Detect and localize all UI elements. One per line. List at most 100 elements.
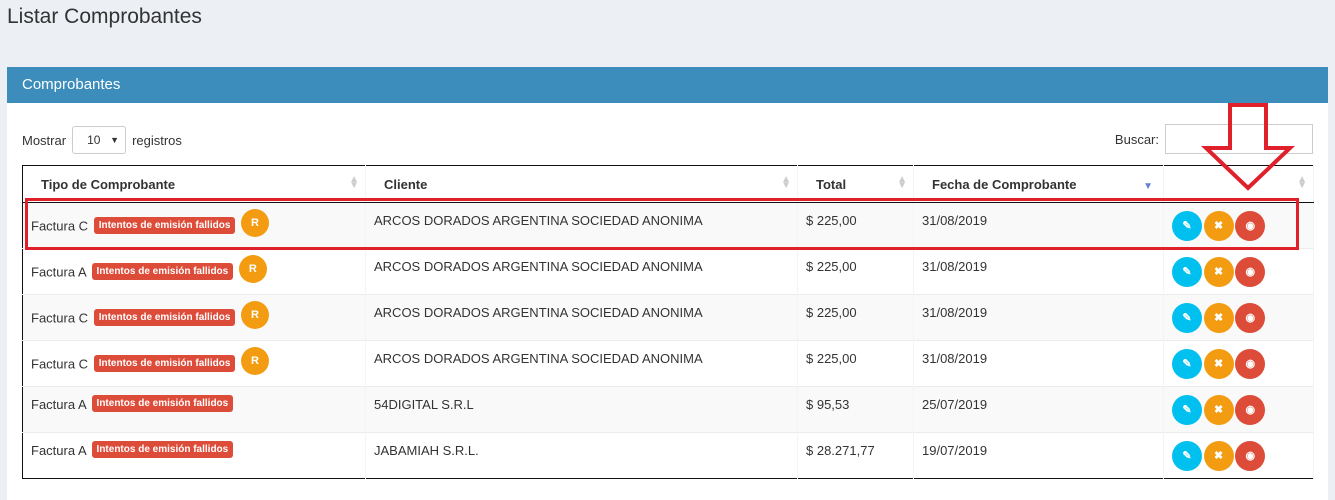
- table-row: Factura C Intentos de emisión fallidos R…: [22, 294, 1314, 341]
- cell-tipo: Factura A Intentos de emisión fallidos R: [22, 248, 366, 295]
- page-title: Listar Comprobantes: [7, 5, 202, 28]
- cell-tipo: Factura A Intentos de emisión fallidos: [22, 432, 366, 479]
- header-fecha[interactable]: Fecha de Comprobante ▼: [913, 165, 1164, 203]
- cell-cliente: ARCOS DORADOS ARGENTINA SOCIEDAD ANONIMA: [365, 202, 798, 249]
- chevron-down-icon: ▼: [110, 135, 120, 145]
- eye-icon: ◉: [1245, 450, 1256, 462]
- records-label: registros: [132, 132, 182, 148]
- cell-cliente: 54DIGITAL S.R.L: [365, 386, 798, 433]
- retry-badge[interactable]: R: [238, 255, 267, 283]
- box-title: Comprobantes: [7, 67, 1328, 103]
- cell-tipo: Factura A Intentos de emisión fallidos: [22, 386, 366, 433]
- table-row: Factura A Intentos de emisión fallidos R…: [22, 248, 1314, 295]
- pencil-icon: ✎: [1182, 450, 1192, 462]
- retry-badge[interactable]: R: [241, 209, 270, 237]
- table-row: Factura A Intentos de emisión fallidos 5…: [22, 386, 1314, 433]
- table-header-row: Tipo de Comprobante ▲ ▼ Cliente ▲ ▼ Total ▲ ▼ …: [22, 165, 1314, 203]
- cell-actions: ✎ ✖ ◉: [1163, 294, 1314, 341]
- edit-button[interactable]: ✎: [1172, 257, 1202, 287]
- cell-tipo: Factura C Intentos de emisión fallidos R: [22, 294, 366, 341]
- cell-actions: ✎ ✖ ◉: [1163, 340, 1314, 387]
- eye-icon: ◉: [1245, 266, 1256, 278]
- table-row: Factura A Intentos de emisión fallidos J…: [22, 432, 1314, 479]
- cancel-button[interactable]: ✖: [1203, 349, 1234, 379]
- cell-tipo: Factura C Intentos de emisión fallidos R: [22, 202, 366, 249]
- cell-actions: ✎ ✖ ◉: [1163, 202, 1314, 249]
- edit-button[interactable]: ✎: [1172, 303, 1202, 333]
- sort-icon: ▲ ▼: [1297, 174, 1307, 191]
- header-actions[interactable]: ▲ ▼: [1163, 165, 1314, 203]
- cell-fecha: 19/07/2019: [913, 432, 1164, 479]
- header-tipo[interactable]: Tipo de Comprobante ▲ ▼: [22, 165, 366, 203]
- cancel-button[interactable]: ✖: [1203, 303, 1234, 333]
- x-icon: ✖: [1214, 266, 1224, 278]
- cell-total: $ 225,00: [797, 340, 914, 387]
- edit-button[interactable]: ✎: [1172, 349, 1202, 379]
- status-badge: Intentos de emisión fallidos: [93, 308, 236, 326]
- retry-badge[interactable]: R: [241, 347, 270, 375]
- cell-cliente: ARCOS DORADOS ARGENTINA SOCIEDAD ANONIMA: [365, 248, 798, 295]
- eye-icon: ◉: [1245, 404, 1256, 416]
- status-badge: Intentos de emisión fallidos: [91, 441, 234, 459]
- view-button[interactable]: ◉: [1235, 441, 1266, 471]
- cell-cliente: JABAMIAH S.R.L.: [365, 432, 798, 479]
- table-row: Factura C Intentos de emisión fallidos R…: [22, 202, 1314, 249]
- x-icon: ✖: [1214, 220, 1224, 232]
- view-button[interactable]: ◉: [1235, 211, 1266, 241]
- eye-icon: ◉: [1245, 220, 1256, 232]
- edit-button[interactable]: ✎: [1172, 441, 1202, 471]
- cell-actions: ✎ ✖ ◉: [1163, 386, 1314, 433]
- edit-button[interactable]: ✎: [1172, 395, 1202, 425]
- sort-icon: ▲ ▼: [897, 174, 907, 191]
- cell-actions: ✎ ✖ ◉: [1163, 432, 1314, 479]
- down-arrow-annotation: [1201, 103, 1295, 191]
- header-cliente[interactable]: Cliente ▲ ▼: [365, 165, 798, 203]
- cell-total: $ 28.271,77: [797, 432, 914, 479]
- sort-desc-icon: ▼: [1143, 181, 1153, 192]
- eye-icon: ◉: [1245, 358, 1256, 370]
- x-icon: ✖: [1214, 312, 1224, 324]
- cell-total: $ 225,00: [797, 202, 914, 249]
- cell-fecha: 31/08/2019: [913, 294, 1164, 341]
- x-icon: ✖: [1214, 404, 1224, 416]
- page-length-value: 10: [87, 133, 101, 147]
- status-badge: Intentos de emisión fallidos: [91, 395, 234, 413]
- header-total[interactable]: Total ▲ ▼: [797, 165, 914, 203]
- cell-fecha: 31/08/2019: [913, 340, 1164, 387]
- eye-icon: ◉: [1245, 312, 1256, 324]
- pencil-icon: ✎: [1182, 312, 1192, 324]
- cancel-button[interactable]: ✖: [1203, 395, 1234, 425]
- cell-tipo: Factura C Intentos de emisión fallidos R: [22, 340, 366, 387]
- cell-total: $ 225,00: [797, 248, 914, 295]
- cell-cliente: ARCOS DORADOS ARGENTINA SOCIEDAD ANONIMA: [365, 340, 798, 387]
- comprobantes-table: Tipo de Comprobante ▲ ▼ Cliente ▲ ▼ Total ▲ ▼ …: [22, 165, 1314, 479]
- cell-fecha: 25/07/2019: [913, 386, 1164, 433]
- retry-badge[interactable]: R: [241, 301, 270, 329]
- cell-actions: ✎ ✖ ◉: [1163, 248, 1314, 295]
- pencil-icon: ✎: [1182, 266, 1192, 278]
- pencil-icon: ✎: [1182, 404, 1192, 416]
- status-badge: Intentos de emisión fallidos: [91, 262, 234, 280]
- view-button[interactable]: ◉: [1235, 257, 1266, 287]
- status-badge: Intentos de emisión fallidos: [93, 216, 236, 234]
- cancel-button[interactable]: ✖: [1203, 211, 1234, 241]
- cancel-button[interactable]: ✖: [1203, 257, 1234, 287]
- cell-fecha: 31/08/2019: [913, 248, 1164, 295]
- page-length-select[interactable]: 10 ▼: [72, 126, 127, 154]
- status-badge: Intentos de emisión fallidos: [93, 354, 236, 372]
- sort-icon: ▲ ▼: [349, 174, 359, 191]
- x-icon: ✖: [1214, 450, 1224, 462]
- view-button[interactable]: ◉: [1235, 303, 1266, 333]
- view-button[interactable]: ◉: [1235, 349, 1266, 379]
- edit-button[interactable]: ✎: [1172, 211, 1202, 241]
- cell-cliente: ARCOS DORADOS ARGENTINA SOCIEDAD ANONIMA: [365, 294, 798, 341]
- comprobantes-box: Comprobantes Mostrar 10 ▼ registros Busc…: [7, 67, 1328, 500]
- view-button[interactable]: ◉: [1235, 395, 1266, 425]
- length-control: Mostrar 10 ▼ registros: [22, 126, 182, 154]
- cancel-button[interactable]: ✖: [1203, 441, 1234, 471]
- pencil-icon: ✎: [1182, 358, 1192, 370]
- cell-total: $ 225,00: [797, 294, 914, 341]
- x-icon: ✖: [1214, 358, 1224, 370]
- sort-icon: ▲ ▼: [781, 174, 791, 191]
- search-label: Buscar:: [1114, 131, 1159, 147]
